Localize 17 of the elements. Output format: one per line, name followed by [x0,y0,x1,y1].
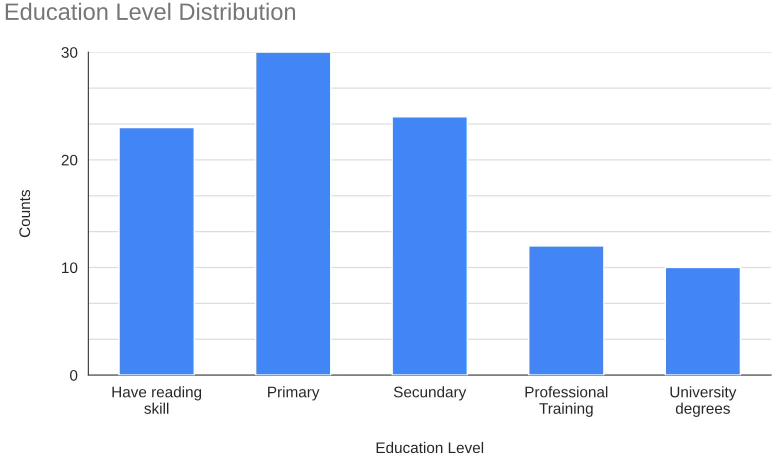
y-tick-label: 10 [62,262,78,274]
y-tick-label: 30 [62,47,78,58]
bar [254,52,332,376]
x-tick-label: Secundary [394,386,466,400]
x-tick-label: Professional Training [526,386,608,417]
y-tick-label: 0 [70,370,78,381]
bar [664,266,742,376]
x-tick-label: University degrees [670,386,736,417]
x-tick-label: Have reading skill [112,386,202,414]
y-tick-label: 20 [62,154,78,166]
x-tick-label: Primary [268,386,320,400]
chart-title: Education Level Distribution [6,2,296,20]
bar [118,126,195,376]
x-axis-title: Education Level [376,442,484,454]
bar [391,116,468,376]
bar [528,245,605,376]
y-axis-title: Counts [19,190,30,238]
